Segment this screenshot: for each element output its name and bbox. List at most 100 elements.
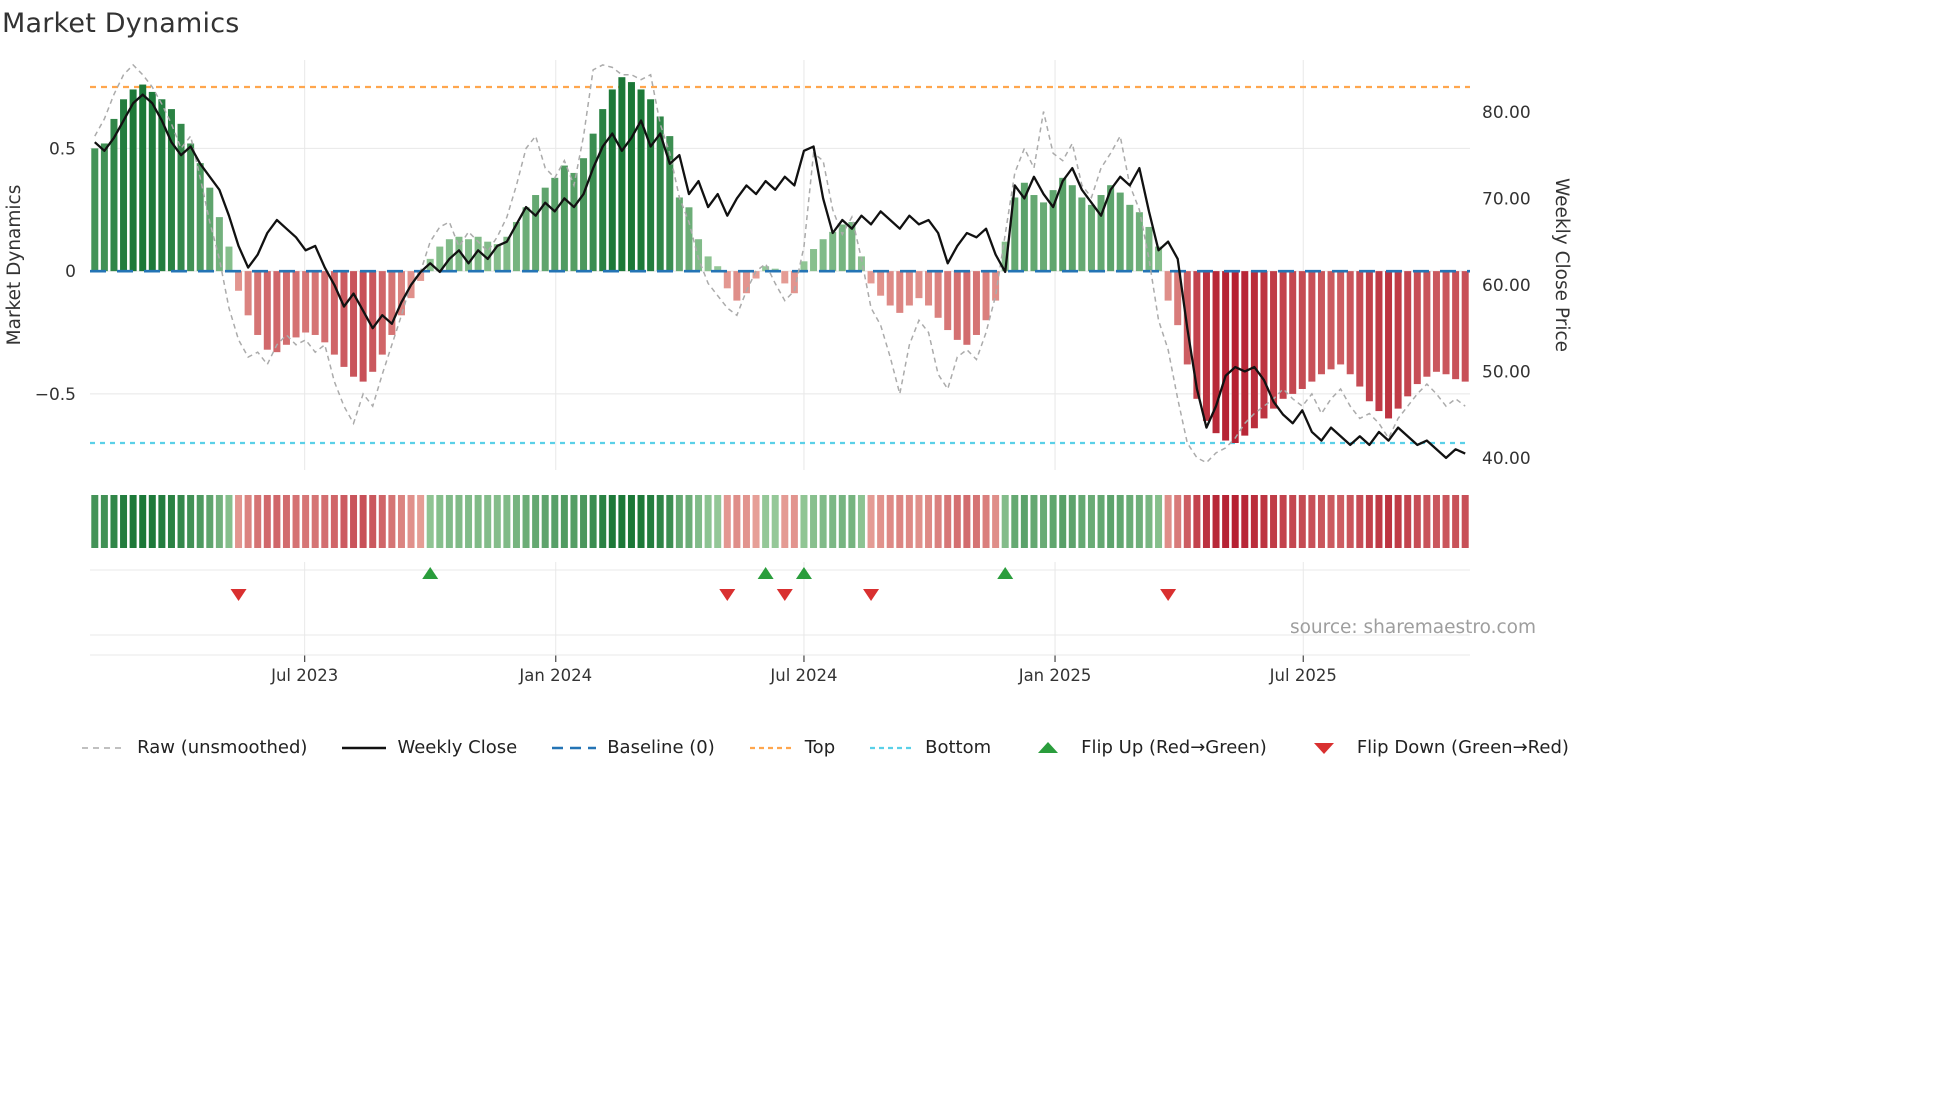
dynamics-bar	[302, 271, 310, 333]
legend-label-raw: Raw (unsmoothed)	[137, 737, 308, 758]
dynamics-bar	[417, 271, 425, 281]
legend-swatch-raw	[82, 746, 127, 749]
dynamics-bar	[263, 271, 271, 350]
dynamics-bar	[963, 271, 971, 345]
legend-item-top: Top	[749, 737, 835, 758]
legend-label-top: Top	[804, 737, 836, 758]
heatmap-cell	[139, 495, 147, 548]
dynamics-bar	[1135, 212, 1143, 272]
dynamics-bar	[110, 118, 118, 272]
heatmap-cell	[1040, 495, 1048, 548]
heatmap-cell	[982, 495, 990, 548]
heatmap-cell	[867, 495, 875, 548]
dynamics-bar	[857, 256, 865, 272]
heatmap-cell	[340, 495, 348, 548]
page-title: Market Dynamics	[2, 8, 240, 39]
heatmap-cell	[397, 495, 405, 548]
left-tick-label: 0.5	[49, 139, 76, 159]
heatmap-cell	[129, 495, 137, 548]
heatmap-cell	[589, 495, 597, 548]
flip-up-marker	[997, 567, 1014, 579]
heatmap-cell	[1078, 495, 1086, 548]
dynamics-bar	[800, 261, 808, 272]
right-tick-label: 60.00	[1482, 276, 1531, 296]
dynamics-bar	[282, 271, 290, 345]
heatmap-cell	[1241, 495, 1249, 548]
market-dynamics-chart: Jul 2023 Jan 2024 Jul 2024 Jan 2025 Jul 2025…	[4, 60, 1572, 685]
heatmap-cell	[417, 495, 425, 548]
flip-down-marker	[863, 589, 880, 601]
dynamics-bar	[714, 266, 722, 272]
dynamics-bar	[321, 271, 329, 343]
heatmap-cell	[503, 495, 511, 548]
legend-item-bottom: Bottom	[869, 737, 991, 758]
heatmap-cell	[235, 495, 243, 548]
heatmap-cell	[848, 495, 856, 548]
heatmap-cell	[599, 495, 607, 548]
heatmap-cell	[1250, 495, 1258, 548]
heatmap-cell	[369, 495, 377, 548]
heatmap-cell	[1260, 495, 1268, 548]
dynamics-bar	[953, 271, 961, 340]
dynamics-bar	[1289, 271, 1297, 394]
dynamics-bar	[532, 195, 540, 272]
legend-item-raw: Raw (unsmoothed)	[81, 737, 307, 758]
dynamics-bar	[1404, 271, 1412, 397]
dynamics-bar	[1155, 246, 1163, 272]
legend-swatch-baseline	[552, 746, 597, 749]
heatmap-cell	[1145, 495, 1153, 548]
dynamics-bar	[829, 231, 837, 272]
heatmap-cell	[1413, 495, 1421, 548]
dynamics-bar	[1317, 271, 1325, 375]
dynamics-bar	[1432, 271, 1440, 372]
heatmap-cell	[647, 495, 655, 548]
dynamics-bar	[685, 207, 693, 272]
dynamics-bar	[330, 271, 338, 355]
heatmap-cell	[350, 495, 358, 548]
dynamics-bar	[1356, 271, 1364, 387]
heatmap-cell	[762, 495, 770, 548]
heatmap-cell	[723, 495, 731, 548]
heatmap-cell	[1222, 495, 1230, 548]
dynamics-bar	[819, 239, 827, 272]
heatmap-cell	[110, 495, 118, 548]
heatmap-cell	[484, 495, 492, 548]
dynamics-bar	[915, 271, 923, 299]
heatmap-cell	[187, 495, 195, 548]
dynamics-bar	[1011, 197, 1019, 272]
heatmap-cell	[321, 495, 329, 548]
right-tick-label: 80.00	[1482, 103, 1531, 123]
dynamics-bar	[1174, 271, 1182, 326]
heatmap-cell	[685, 495, 693, 548]
heatmap-cell	[790, 495, 798, 548]
dynamics-bar	[378, 271, 386, 355]
heatmap-cell	[1270, 495, 1278, 548]
heatmap-cell	[1087, 495, 1095, 548]
dynamics-bar	[206, 187, 214, 272]
heatmap-cell	[560, 495, 568, 548]
dynamics-bar	[905, 271, 913, 306]
dynamics-bar	[637, 89, 645, 272]
dynamics-bar	[436, 246, 444, 272]
heatmap-cell	[695, 495, 703, 548]
dynamics-bar	[551, 177, 559, 272]
triangle-down-icon	[1313, 742, 1334, 754]
dynamics-bar	[934, 271, 942, 318]
dynamics-bar	[647, 99, 655, 272]
flip-up-marker	[757, 567, 774, 579]
legend-item-baseline: Baseline (0)	[551, 737, 715, 758]
dynamics-bar	[225, 246, 233, 272]
dynamics-bar	[589, 133, 597, 272]
dynamics-bar	[120, 99, 128, 272]
dynamics-bar	[273, 271, 281, 353]
heatmap-cell	[1107, 495, 1115, 548]
legend-label-weekly-close: Weekly Close	[397, 737, 518, 758]
dynamics-bar	[656, 116, 664, 272]
dynamics-bar	[139, 84, 147, 272]
heatmap-cell	[167, 495, 175, 548]
dynamics-bar	[944, 271, 952, 331]
dynamics-bar	[1241, 271, 1249, 436]
heatmap-cell	[925, 495, 933, 548]
dynamics-bar	[580, 158, 588, 272]
dynamics-bar	[618, 77, 626, 272]
